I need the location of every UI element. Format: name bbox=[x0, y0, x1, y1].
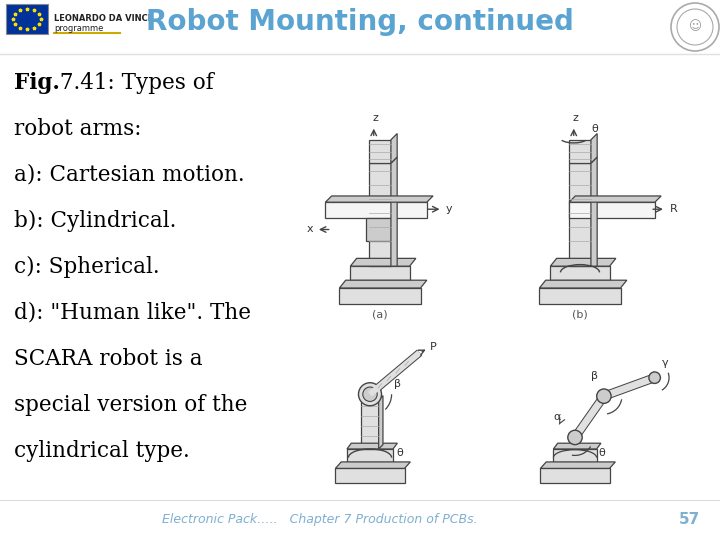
Text: β: β bbox=[591, 371, 598, 381]
Text: (b): (b) bbox=[572, 310, 588, 320]
Polygon shape bbox=[379, 396, 383, 449]
Polygon shape bbox=[391, 157, 397, 266]
Text: d): "Human like". The: d): "Human like". The bbox=[14, 302, 251, 324]
Polygon shape bbox=[591, 133, 597, 163]
FancyBboxPatch shape bbox=[541, 468, 610, 483]
Text: (a): (a) bbox=[372, 310, 388, 320]
Text: Robot Mounting, continued: Robot Mounting, continued bbox=[146, 8, 574, 36]
Text: c): Spherical.: c): Spherical. bbox=[14, 256, 160, 278]
Text: α: α bbox=[554, 412, 561, 422]
Text: Electronic Pack…..   Chapter 7 Production of PCBs.: Electronic Pack….. Chapter 7 Production … bbox=[162, 514, 478, 526]
FancyBboxPatch shape bbox=[339, 288, 420, 303]
FancyBboxPatch shape bbox=[569, 140, 591, 163]
Text: special version of the: special version of the bbox=[14, 394, 248, 416]
FancyBboxPatch shape bbox=[351, 266, 410, 280]
Text: z: z bbox=[572, 113, 578, 123]
Circle shape bbox=[649, 372, 660, 383]
Circle shape bbox=[597, 389, 611, 403]
Text: cylindrical type.: cylindrical type. bbox=[14, 440, 190, 462]
Polygon shape bbox=[347, 443, 397, 449]
FancyBboxPatch shape bbox=[539, 288, 621, 303]
Polygon shape bbox=[541, 462, 616, 468]
Polygon shape bbox=[336, 462, 410, 468]
Text: ☺: ☺ bbox=[688, 21, 701, 33]
Polygon shape bbox=[591, 157, 597, 266]
FancyBboxPatch shape bbox=[325, 202, 427, 218]
FancyBboxPatch shape bbox=[361, 400, 379, 449]
Polygon shape bbox=[569, 196, 661, 202]
Text: 7.41: Types of: 7.41: Types of bbox=[53, 72, 214, 94]
Text: SCARA robot is a: SCARA robot is a bbox=[14, 348, 202, 370]
Polygon shape bbox=[325, 196, 433, 202]
Text: b): Cylindrical.: b): Cylindrical. bbox=[14, 210, 176, 232]
Text: θ: θ bbox=[591, 124, 598, 134]
Text: β: β bbox=[395, 379, 402, 389]
Circle shape bbox=[359, 383, 382, 406]
Text: P: P bbox=[430, 342, 436, 352]
Text: LEONARDO DA VINCI: LEONARDO DA VINCI bbox=[54, 14, 150, 23]
Circle shape bbox=[363, 387, 377, 401]
FancyBboxPatch shape bbox=[6, 4, 48, 34]
Polygon shape bbox=[550, 258, 616, 266]
Text: programme: programme bbox=[54, 24, 104, 33]
FancyBboxPatch shape bbox=[347, 449, 393, 462]
FancyBboxPatch shape bbox=[569, 163, 591, 266]
Text: R: R bbox=[670, 204, 678, 214]
Text: a): Cartesian motion.: a): Cartesian motion. bbox=[14, 164, 245, 186]
FancyBboxPatch shape bbox=[369, 140, 391, 163]
FancyBboxPatch shape bbox=[336, 468, 405, 483]
Text: θ: θ bbox=[598, 448, 605, 458]
Text: x: x bbox=[306, 225, 313, 234]
Polygon shape bbox=[391, 133, 397, 163]
FancyBboxPatch shape bbox=[569, 202, 655, 218]
Polygon shape bbox=[539, 280, 627, 288]
Text: z: z bbox=[372, 113, 378, 123]
Text: γ: γ bbox=[662, 358, 668, 368]
Text: 57: 57 bbox=[679, 512, 700, 528]
Polygon shape bbox=[554, 443, 601, 449]
Text: Fig.: Fig. bbox=[14, 72, 60, 94]
Text: robot arms:: robot arms: bbox=[14, 118, 142, 140]
FancyBboxPatch shape bbox=[554, 449, 597, 462]
Circle shape bbox=[568, 430, 582, 444]
Polygon shape bbox=[351, 258, 416, 266]
Text: θ: θ bbox=[396, 448, 402, 458]
FancyBboxPatch shape bbox=[366, 218, 394, 241]
FancyBboxPatch shape bbox=[550, 266, 610, 280]
Text: y: y bbox=[446, 204, 452, 214]
Polygon shape bbox=[339, 280, 427, 288]
FancyBboxPatch shape bbox=[369, 163, 391, 266]
